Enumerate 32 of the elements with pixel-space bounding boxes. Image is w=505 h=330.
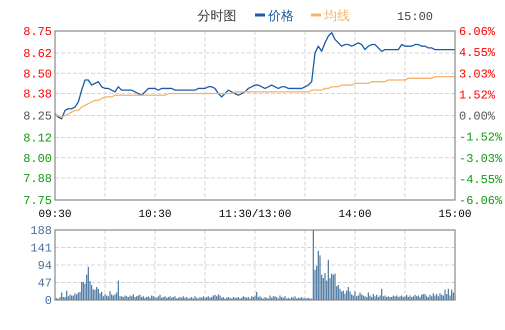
y2-tick-label: 6.06% [459, 25, 496, 39]
y-tick-label: 8.75 [23, 25, 52, 39]
text: 15:00 [396, 10, 434, 24]
chart-title: 分时图 [198, 8, 236, 23]
y-tick-label: 8.38 [23, 88, 52, 102]
y2-tick-label: -6.06% [459, 194, 504, 208]
legend-label: 均线 [323, 8, 350, 23]
y-tick-label: 188 [30, 224, 52, 238]
y2-tick-label: 1.52% [459, 88, 496, 102]
y2-tick-label: -4.55% [459, 172, 504, 187]
y-tick-label: 7.75 [23, 194, 52, 208]
y-tick-label: 8.50 [23, 67, 52, 82]
y-tick-label: 8.00 [23, 152, 52, 166]
y2-tick-label: 3.03% [459, 67, 496, 82]
y-tick-label: 47 [38, 276, 52, 290]
legend-label: 价格 [267, 8, 294, 23]
y2-tick-label: 4.55% [459, 46, 496, 60]
y2-tick-label: -1.52% [459, 130, 504, 145]
y-tick-label: 8.62 [23, 46, 52, 61]
y2-tick-label: -3.03% [459, 152, 504, 166]
y-tick-label: 8.25 [23, 110, 52, 124]
y-tick-label: 94 [38, 259, 52, 273]
y-tick-label: 7.88 [23, 172, 52, 186]
x-tick-label: 10:30 [138, 209, 172, 221]
x-tick-label: 09:30 [38, 209, 72, 221]
y-tick-label: 141 [30, 242, 52, 256]
y2-tick-label: 0.00% [459, 110, 496, 124]
x-tick-label: 14:00 [338, 209, 372, 221]
x-tick-label: 15:00 [438, 209, 472, 221]
y-tick-label: 8.12 [23, 131, 52, 146]
y-tick-label: 0 [44, 294, 52, 308]
x-tick-label: 11:30/13:00 [218, 209, 292, 221]
